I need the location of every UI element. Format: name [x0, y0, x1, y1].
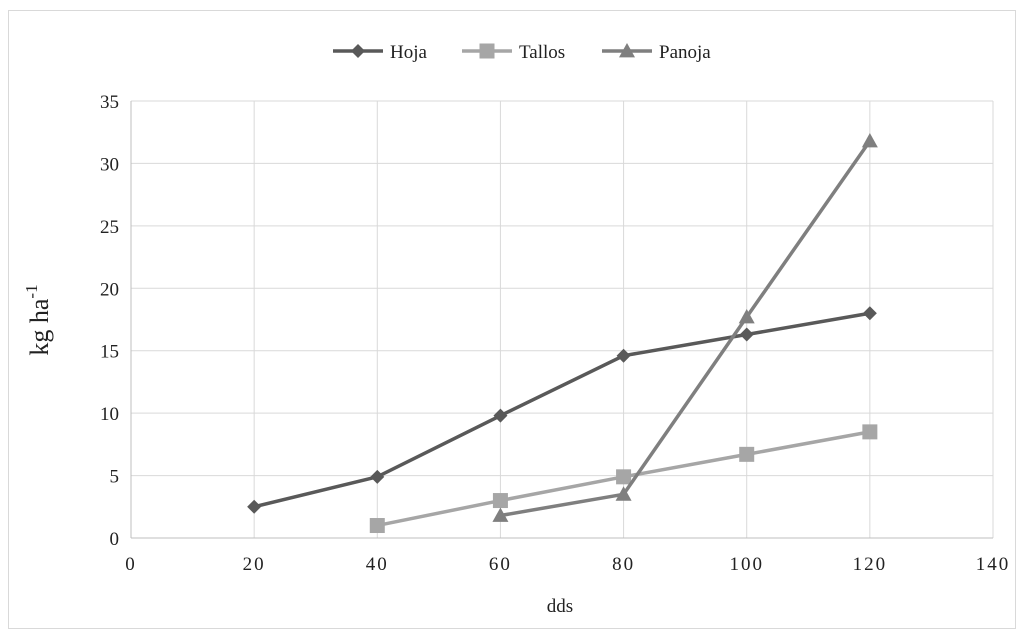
- chart-frame: [8, 10, 1016, 629]
- legend-marker-panoja: [619, 43, 635, 58]
- x-tick-label: 100: [729, 554, 764, 575]
- y-tick-label: 35: [100, 92, 119, 113]
- y-tick-label: 30: [100, 154, 119, 175]
- legend-label-tallos: Tallos: [519, 42, 565, 63]
- data-point-panoja: [492, 507, 509, 522]
- x-axis-label: dds: [547, 596, 573, 617]
- data-point-hoja: [493, 408, 508, 423]
- y-axis-label: kg ha-1: [22, 284, 54, 355]
- x-tick-label: 40: [366, 554, 389, 575]
- x-tick-label: 140: [976, 554, 1011, 575]
- y-tick-label: 10: [100, 404, 119, 425]
- y-tick-label: 5: [110, 467, 120, 488]
- data-point-hoja: [247, 499, 262, 514]
- x-tick-label: 80: [612, 554, 635, 575]
- data-point-hoja: [370, 469, 385, 484]
- y-tick-label: 15: [100, 342, 119, 363]
- data-point-tallos: [739, 446, 755, 462]
- series-group: [247, 132, 878, 534]
- legend-marker-hoja: [351, 44, 365, 58]
- legend: Hoja Tallos Panoja: [333, 42, 711, 63]
- legend-marker-tallos: [479, 43, 495, 59]
- x-tick-label: 20: [243, 554, 266, 575]
- data-point-hoja: [739, 327, 754, 342]
- data-point-hoja: [616, 348, 631, 363]
- y-tick-label: 0: [110, 529, 120, 550]
- y-axis-label-main: kg ha: [25, 298, 54, 356]
- data-point-tallos: [862, 424, 878, 440]
- x-tick-label: 120: [853, 554, 888, 575]
- data-point-panoja: [861, 132, 878, 148]
- series-line-hoja: [253, 311, 871, 509]
- y-axis-label-superscript: -1: [22, 284, 41, 298]
- gridlines: [131, 100, 994, 538]
- axes: [130, 101, 993, 539]
- legend-label-panoja: Panoja: [659, 42, 711, 63]
- data-point-panoja: [738, 309, 755, 324]
- y-tick-label: 25: [100, 217, 119, 238]
- y-tick-label: 20: [100, 279, 119, 300]
- legend-label-hoja: Hoja: [390, 42, 428, 63]
- data-point-tallos: [616, 469, 632, 485]
- data-point-hoja: [862, 306, 877, 321]
- series-line-panoja: [500, 139, 872, 518]
- data-point-panoja: [615, 486, 632, 501]
- x-tick-label: 60: [489, 554, 512, 575]
- data-point-tallos: [369, 518, 385, 534]
- data-point-tallos: [492, 493, 508, 509]
- x-tick-label: 0: [125, 554, 137, 575]
- tick-labels: 0 5 10 15 20 25 30 35 0 20 40 60 80 100 120 140: [100, 92, 1011, 575]
